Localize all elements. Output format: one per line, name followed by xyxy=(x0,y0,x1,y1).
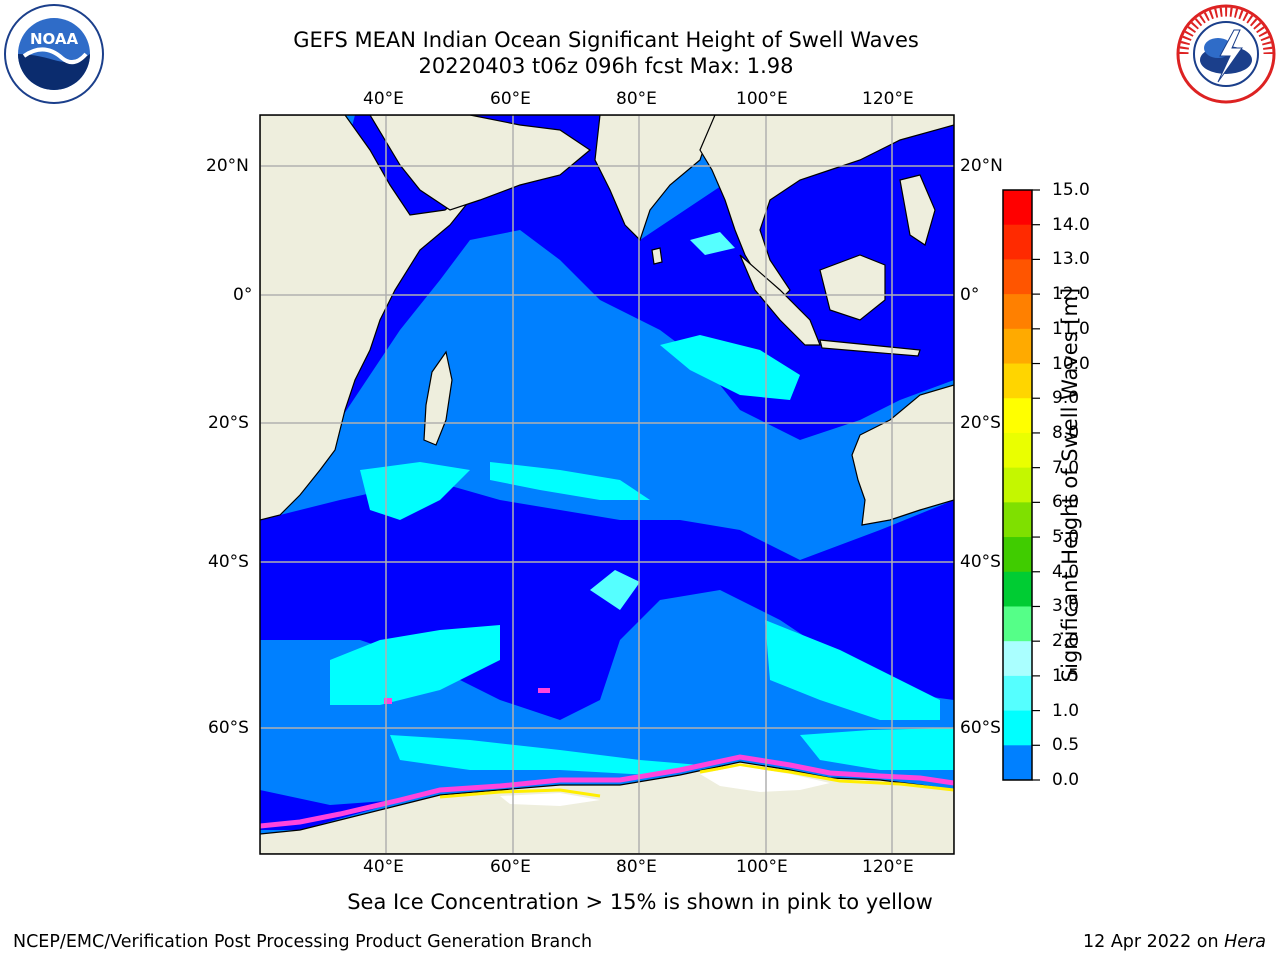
colorbar-tick-label: 5.0 xyxy=(1052,527,1080,548)
colorbar-segment xyxy=(1003,745,1032,781)
colorbar-segment xyxy=(1003,502,1032,538)
lon-label-bottom: 40°E xyxy=(363,857,404,877)
footer-date-text: 12 Apr 2022 on xyxy=(1083,932,1225,952)
colorbar-tick-label: 2.0 xyxy=(1052,631,1080,652)
colorbar-segment xyxy=(1003,328,1032,365)
colorbar-segment xyxy=(1003,398,1032,434)
colorbar-segment xyxy=(1003,606,1032,642)
swell-patch-high xyxy=(660,335,800,400)
colorbar-tick-label: 14.0 xyxy=(1052,214,1090,235)
swell-patch-high xyxy=(690,232,735,255)
swell-patch-high xyxy=(800,728,954,770)
svg-text:NOAA: NOAA xyxy=(30,30,79,48)
swell-patch-high xyxy=(590,570,640,610)
colorbar-tick-label: 0.0 xyxy=(1052,770,1080,790)
footer-credit: NCEP/EMC/Verification Post Processing Pr… xyxy=(13,932,593,952)
colorbar-tick-label: 6.0 xyxy=(1052,492,1080,513)
lat-label-right: 20°S xyxy=(960,413,1001,433)
land-philippines xyxy=(899,174,936,246)
lat-label-right: 20°N xyxy=(960,156,1003,176)
lon-label-top: 40°E xyxy=(363,89,404,109)
lat-label-right: 40°S xyxy=(960,552,1001,572)
land-madagascar xyxy=(423,350,453,446)
grid-lines xyxy=(260,115,954,854)
colorbar-segment xyxy=(1003,641,1032,677)
colorbar-tick-label: 1.0 xyxy=(1052,700,1080,721)
lon-label-bottom: 100°E xyxy=(736,857,788,877)
land-australia xyxy=(851,384,954,526)
swell-patch-high xyxy=(330,625,500,705)
colorbar-tick-label: 13.0 xyxy=(1052,249,1090,270)
chart-subtitle: 20220403 t06z 096h fcst Max: 1.98 xyxy=(418,54,794,78)
land-srilanka xyxy=(651,247,663,265)
colorbar-segment xyxy=(1003,363,1032,399)
land-indonesia xyxy=(819,254,886,321)
colorbar-segment xyxy=(1003,467,1032,503)
colorbar-segment xyxy=(1003,294,1032,330)
swell-patch-high xyxy=(390,735,700,775)
colorbar-tick-label: 7.0 xyxy=(1052,457,1080,478)
swell-patch-high xyxy=(765,620,940,720)
swell-patch-high xyxy=(360,462,470,520)
footer-date: 12 Apr 2022 on Hera xyxy=(1083,932,1266,952)
lon-label-top: 120°E xyxy=(862,89,914,109)
sea-ice-inner xyxy=(439,763,954,799)
sea-ice-patch xyxy=(384,698,392,704)
lat-label-right: 0° xyxy=(960,285,980,305)
land-africa xyxy=(260,115,491,521)
colorbar-segment xyxy=(1003,571,1032,607)
sea-ice-patch xyxy=(538,688,550,693)
colorbar-segment xyxy=(1003,710,1032,746)
colorbar-tick-label: 12.0 xyxy=(1052,284,1090,305)
colorbar-segment xyxy=(1003,224,1032,260)
colorbar-tick-label: 11.0 xyxy=(1052,318,1090,339)
lon-label-bottom: 60°E xyxy=(490,857,531,877)
colorbar-segment xyxy=(1003,432,1032,469)
colorbar-segment xyxy=(1003,537,1032,573)
colorbar-tick-label: 15.0 xyxy=(1052,180,1090,200)
colorbar-segment xyxy=(1003,259,1032,295)
swell-patch-high xyxy=(490,462,650,500)
lat-label-left: 0° xyxy=(233,285,253,305)
lat-label-left: 60°S xyxy=(208,718,249,738)
sea-ice-edge xyxy=(260,754,954,829)
lat-label-left: 40°S xyxy=(208,552,249,572)
colorbar xyxy=(1003,189,1040,781)
colorbar-tick-label: 3.0 xyxy=(1052,596,1080,617)
colorbar-tick-label: 10.0 xyxy=(1052,353,1090,374)
lon-label-top: 100°E xyxy=(736,89,788,109)
noaa-logo-icon: NOAA xyxy=(4,4,104,104)
land-java xyxy=(819,339,921,357)
colorbar-tick-label: 4.0 xyxy=(1052,561,1080,582)
colorbar-tick-label: 8.0 xyxy=(1052,422,1080,443)
lat-label-left: 20°S xyxy=(208,413,249,433)
sea-ice-note: Sea Ice Concentration > 15% is shown in … xyxy=(347,890,933,914)
colorbar-segment xyxy=(1003,190,1032,226)
footer-host: Hera xyxy=(1224,932,1266,952)
lon-label-top: 80°E xyxy=(616,89,657,109)
colorbar-tick-label: 0.5 xyxy=(1052,735,1080,756)
nws-logo-icon xyxy=(1176,4,1276,104)
lon-label-bottom: 120°E xyxy=(862,857,914,877)
land-arabia xyxy=(369,115,592,211)
colorbar-frame xyxy=(1002,189,1033,781)
lon-label-bottom: 80°E xyxy=(616,857,657,877)
map-area xyxy=(260,115,954,854)
sea-ice-white xyxy=(500,766,830,806)
colorbar-tick-label: 9.0 xyxy=(1052,388,1080,409)
lat-label-left: 20°N xyxy=(206,156,249,176)
lon-label-top: 60°E xyxy=(490,89,531,109)
land-seasia xyxy=(699,115,954,301)
map-frame xyxy=(259,114,955,855)
colorbar-label: Significant Height of Swell Waves [m] xyxy=(1058,287,1082,683)
colorbar-segment xyxy=(1003,675,1032,712)
chart-title: GEFS MEAN Indian Ocean Significant Heigh… xyxy=(293,28,919,52)
colorbar-tick-label: 1.5 xyxy=(1052,665,1080,686)
lat-label-right: 60°S xyxy=(960,718,1001,738)
